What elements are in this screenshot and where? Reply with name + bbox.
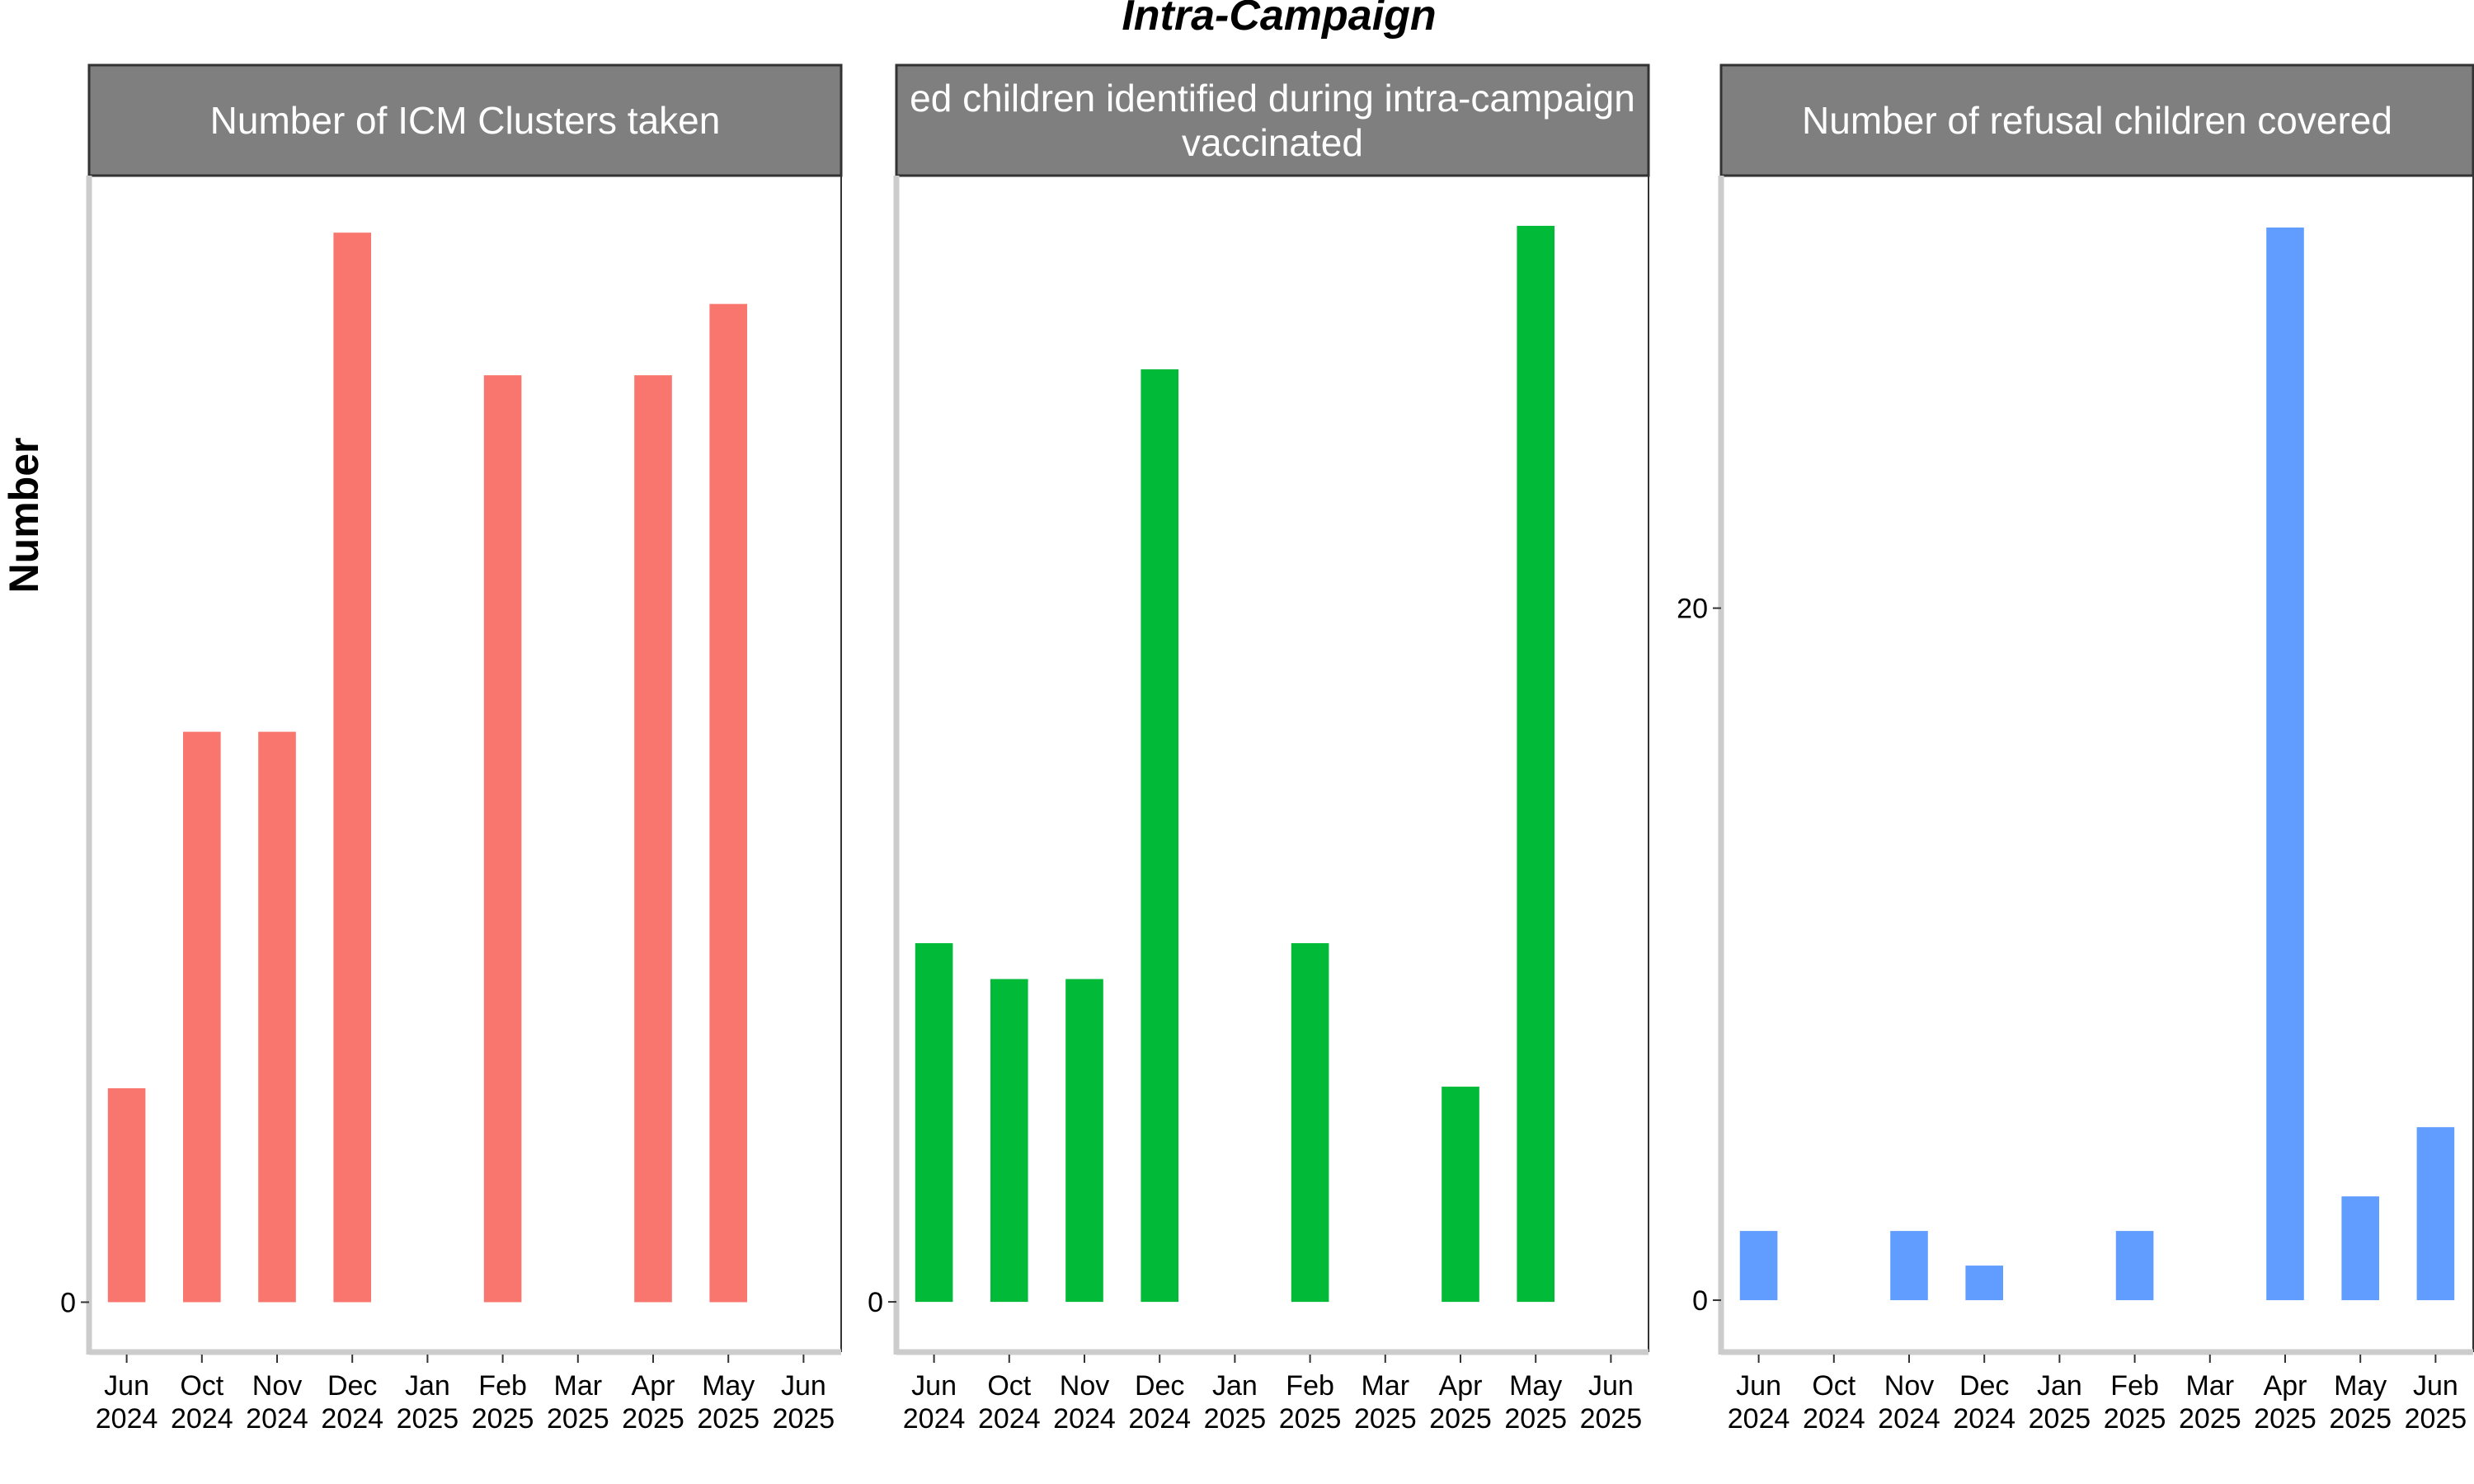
bar (483, 375, 522, 1303)
x-tick-label: Feb (478, 1370, 527, 1402)
x-tick-label: 2024 (1053, 1403, 1116, 1435)
x-tick-label: May (1509, 1370, 1562, 1402)
x-tick-label: 2025 (2029, 1403, 2091, 1435)
x-tick-label: Dec (1135, 1370, 1184, 1402)
bar (634, 375, 672, 1303)
panels: Number of ICM Clusters taken0Jun2024Oct2… (60, 63, 2474, 1435)
facet-strip-label: Number of refusal children covered (1802, 99, 2392, 142)
x-tick-label: 2024 (1128, 1403, 1191, 1435)
x-tick-label: 2024 (903, 1403, 966, 1435)
x-tick-label: Jan (1212, 1370, 1258, 1402)
bar (1291, 943, 1329, 1303)
x-tick-label: 2025 (1429, 1403, 1492, 1435)
x-tick-label: 2025 (1354, 1403, 1417, 1435)
x-tick-label: 2025 (2329, 1403, 2392, 1435)
x-tick-label: Jun (104, 1370, 149, 1402)
x-tick-label: 2025 (2104, 1403, 2166, 1435)
x-tick-label: Dec (327, 1370, 377, 1402)
y-tick-label: 0 (1692, 1285, 1708, 1317)
x-tick-label: 2024 (1728, 1403, 1790, 1435)
x-tick-label: Jun (1736, 1370, 1781, 1402)
x-tick-label: Apr (632, 1370, 675, 1402)
x-tick-label: Jun (911, 1370, 957, 1402)
x-tick-label: Mar (1362, 1370, 1410, 1402)
x-tick-label: May (702, 1370, 755, 1402)
x-tick-label: 2025 (547, 1403, 609, 1435)
x-tick-label: 2025 (1204, 1403, 1267, 1435)
x-tick-label: 2024 (1878, 1403, 1940, 1435)
x-tick-label: Apr (2264, 1370, 2307, 1402)
x-tick-label: Oct (180, 1370, 223, 1402)
x-tick-label: 2024 (1803, 1403, 1865, 1435)
bar (1442, 1087, 1479, 1303)
y-tick-label: 0 (868, 1287, 883, 1318)
x-tick-label: 2024 (978, 1403, 1041, 1435)
x-tick-label: 2025 (773, 1403, 835, 1435)
x-tick-label: Feb (1286, 1370, 1334, 1402)
facet-strip (895, 63, 1650, 177)
bar (1141, 369, 1178, 1303)
x-tick-label: 2025 (472, 1403, 534, 1435)
x-tick-label: 2024 (96, 1403, 158, 1435)
x-tick-label: 2024 (321, 1403, 383, 1435)
x-tick-label: Nov (1884, 1370, 1934, 1402)
x-tick-label: Jun (781, 1370, 826, 1402)
x-tick-label: 2025 (2405, 1403, 2467, 1435)
x-tick-label: 2025 (622, 1403, 684, 1435)
x-tick-label: Jun (2413, 1370, 2458, 1402)
bar (1517, 225, 1554, 1303)
x-tick-label: 2024 (171, 1403, 233, 1435)
panel-1: Number of ICM Clusters taken0Jun2024Oct2… (60, 63, 843, 1435)
x-tick-label: Oct (987, 1370, 1031, 1402)
x-tick-label: Oct (1812, 1370, 1856, 1402)
facet-strip-label: Number of ICM Clusters taken (210, 99, 721, 142)
bar (1965, 1266, 2003, 1301)
facet-strip-label: ed children identified during intra-camp… (910, 77, 1635, 120)
bar (1065, 979, 1103, 1303)
bar (915, 943, 953, 1303)
facet-strip (1719, 63, 2474, 177)
bar (1739, 1231, 1778, 1301)
bar (709, 303, 747, 1303)
bar (183, 731, 221, 1303)
x-tick-label: Nov (252, 1370, 302, 1402)
x-tick-label: Jan (405, 1370, 450, 1402)
facet-strip (87, 63, 843, 177)
x-tick-label: Jan (2037, 1370, 2082, 1402)
facet-strip-label: vaccinated (1182, 121, 1363, 164)
x-tick-label: 2025 (1504, 1403, 1567, 1435)
bar (2341, 1196, 2379, 1301)
x-tick-label: 2024 (246, 1403, 308, 1435)
x-tick-label: 2025 (2254, 1403, 2316, 1435)
chart-title: Intra-Campaign (1122, 0, 1436, 40)
bar (107, 1088, 146, 1303)
y-axis-label: Number (1, 438, 47, 594)
panel-2: ed children identified during intra-camp… (868, 63, 1650, 1435)
x-tick-label: 2025 (1279, 1403, 1342, 1435)
bar (2266, 227, 2304, 1301)
y-tick-label: 0 (60, 1287, 76, 1318)
x-tick-label: Apr (1439, 1370, 1483, 1402)
bar (333, 232, 371, 1303)
x-tick-label: Jun (1588, 1370, 1634, 1402)
x-tick-label: 2025 (2179, 1403, 2241, 1435)
x-tick-label: Nov (1060, 1370, 1109, 1402)
bar (990, 979, 1028, 1303)
panel-3: Number of refusal children covered 0 20 Jun… (1677, 63, 2474, 1435)
x-tick-label: Mar (554, 1370, 603, 1402)
y-tick-label: 20 (1677, 594, 1708, 625)
bar (2115, 1231, 2154, 1301)
x-tick-label: Dec (1959, 1370, 2009, 1402)
x-tick-label: 2024 (1953, 1403, 2015, 1435)
bar (2416, 1127, 2455, 1301)
x-tick-label: 2025 (1580, 1403, 1643, 1435)
bar (1890, 1231, 1928, 1301)
bar (258, 731, 296, 1303)
x-tick-label: May (2334, 1370, 2387, 1402)
x-tick-label: Feb (2110, 1370, 2159, 1402)
x-tick-label: 2025 (397, 1403, 459, 1435)
x-tick-label: 2025 (697, 1403, 760, 1435)
x-tick-label: Mar (2186, 1370, 2235, 1402)
